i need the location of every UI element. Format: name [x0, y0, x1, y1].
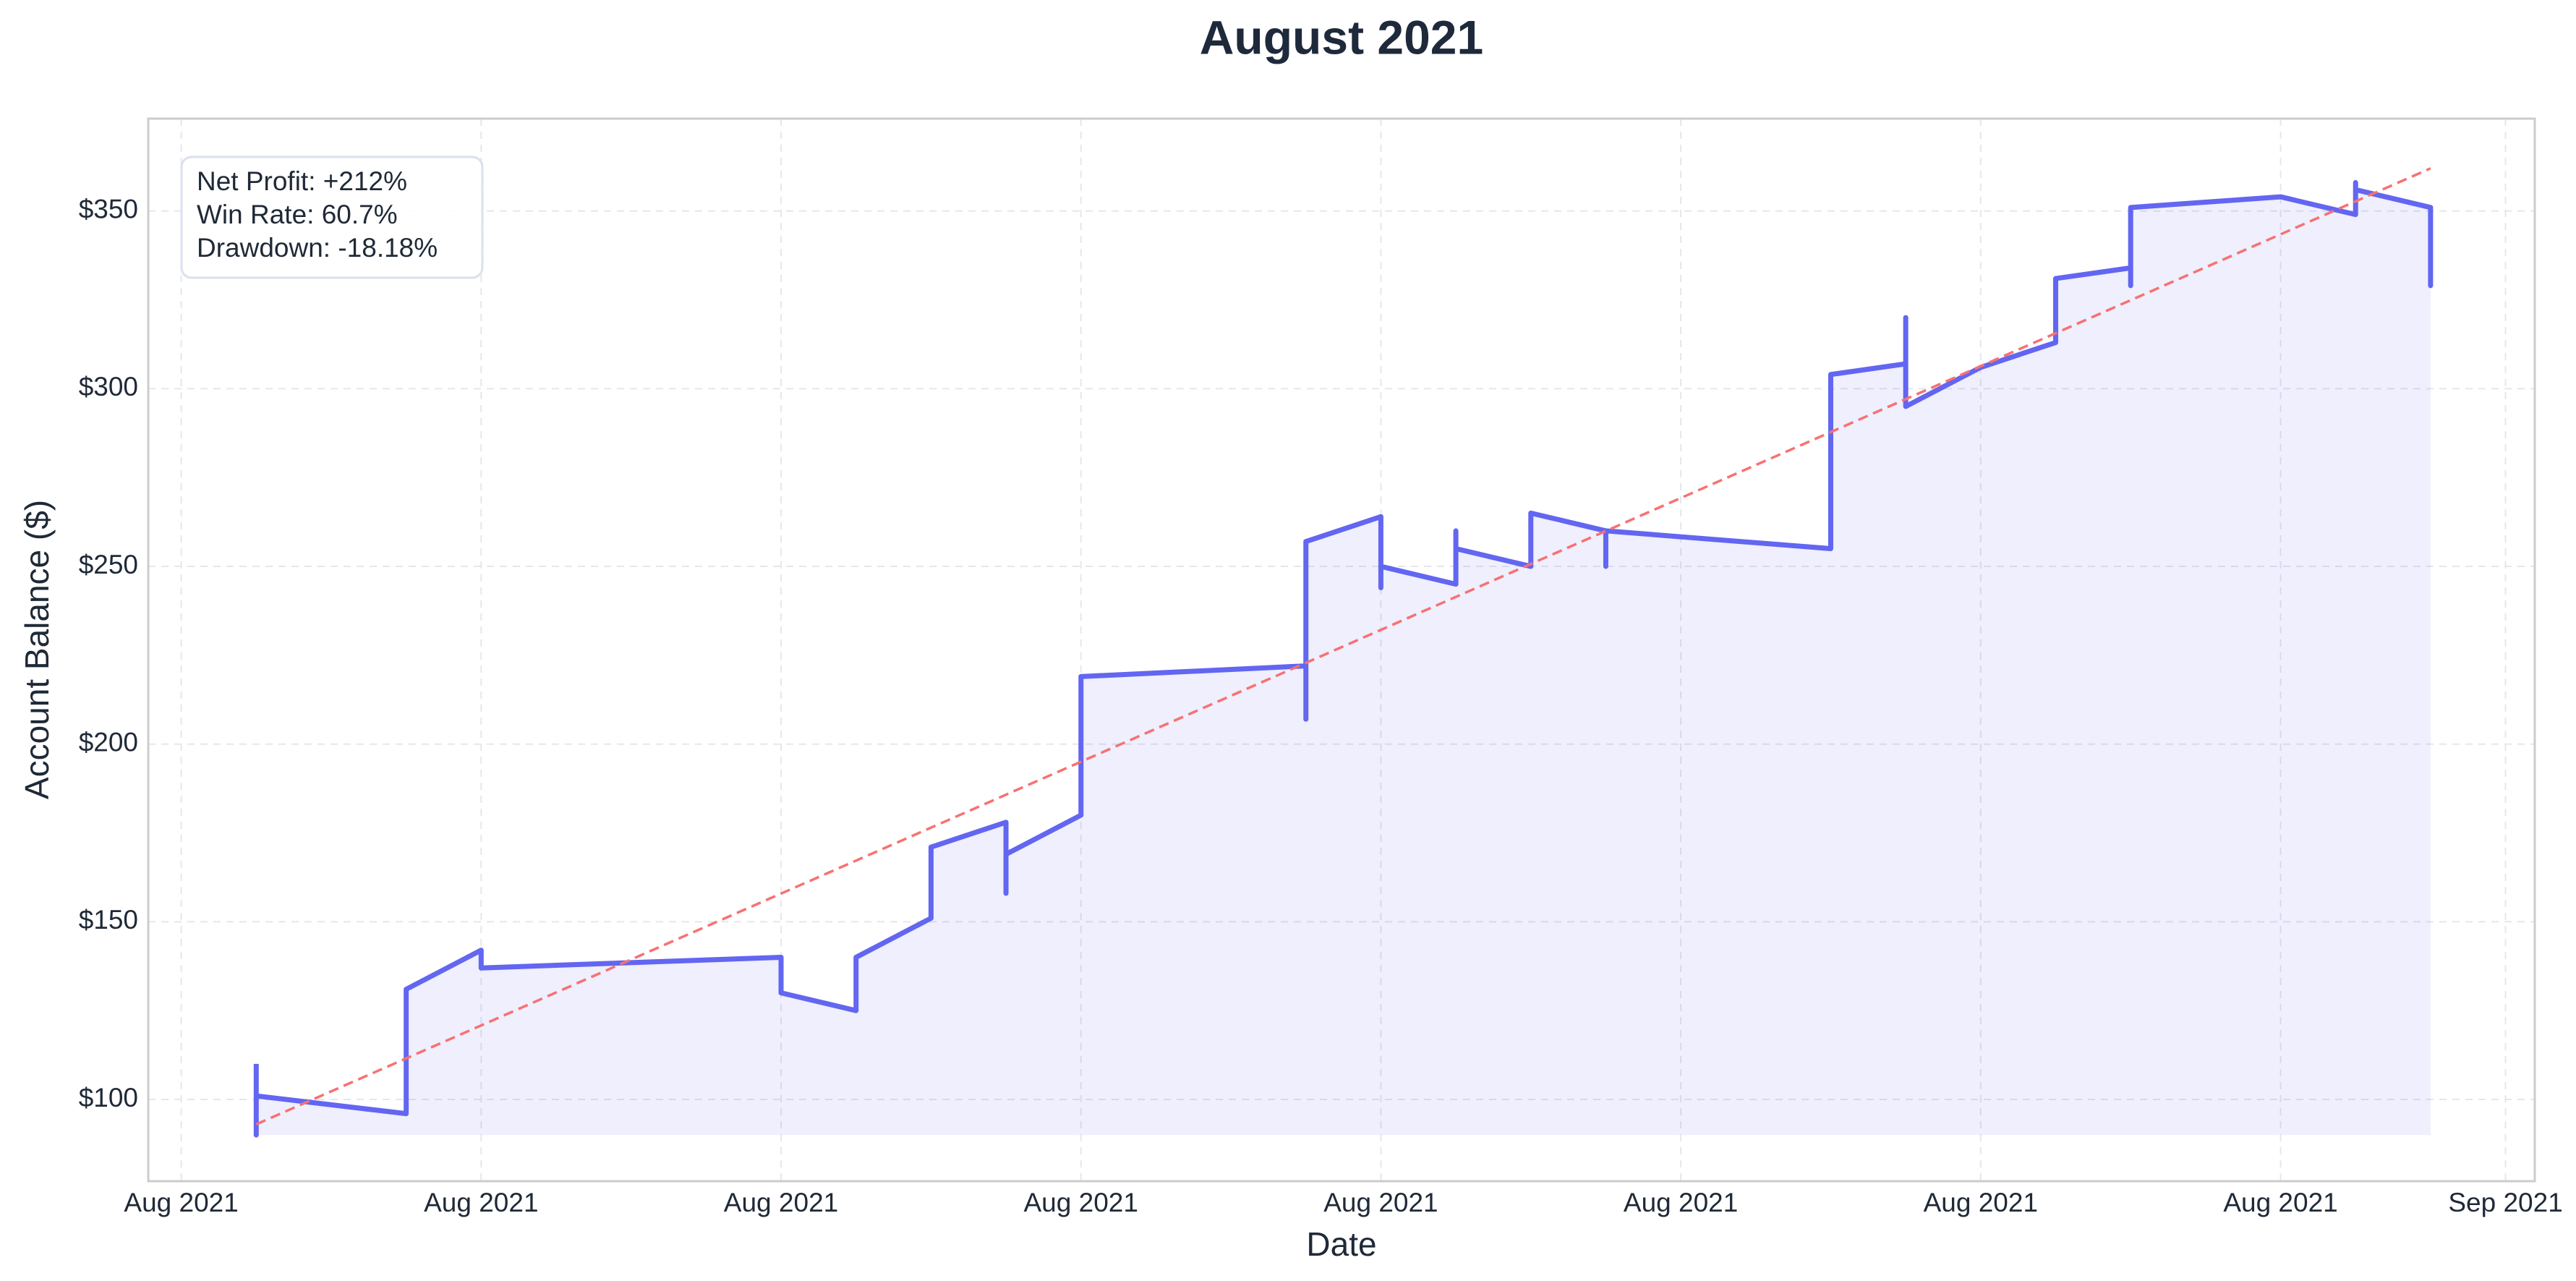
x-tick-label: Aug 2021 [724, 1188, 838, 1217]
x-tick-label: Aug 2021 [424, 1188, 538, 1217]
y-tick-label: $300 [79, 372, 138, 401]
plot-frame [147, 117, 2536, 1183]
x-tick-label: Aug 2021 [1024, 1188, 1138, 1217]
x-axis-label: Date [1306, 1225, 1376, 1263]
x-tick-label: Aug 2021 [124, 1188, 238, 1217]
y-tick-label: $150 [79, 905, 138, 935]
chart-title: August 2021 [1200, 10, 1483, 64]
trend-line [255, 167, 2431, 1125]
x-tick-label: Aug 2021 [1924, 1188, 2038, 1217]
line [253, 179, 2434, 1138]
area [256, 182, 2431, 1136]
y-axis-label: Account Balance ($) [18, 500, 56, 799]
x-tick-label: Sep 2021 [2448, 1188, 2562, 1217]
y-tick-label: $250 [79, 550, 138, 579]
y-tick-label: $200 [79, 727, 138, 757]
annotation: Win Rate: 60.7% [197, 200, 398, 229]
y-tick-label: $350 [79, 195, 138, 224]
annotation: Drawdown: -18.18% [197, 233, 438, 263]
x-tick-label: Aug 2021 [2223, 1188, 2337, 1217]
x-tick-label: Aug 2021 [1624, 1188, 1738, 1217]
y-tick-label: $100 [79, 1083, 138, 1112]
annotation: Net Profit: +212% [197, 166, 407, 196]
annotation-box [180, 156, 484, 279]
x-tick-label: Aug 2021 [1323, 1188, 1438, 1217]
